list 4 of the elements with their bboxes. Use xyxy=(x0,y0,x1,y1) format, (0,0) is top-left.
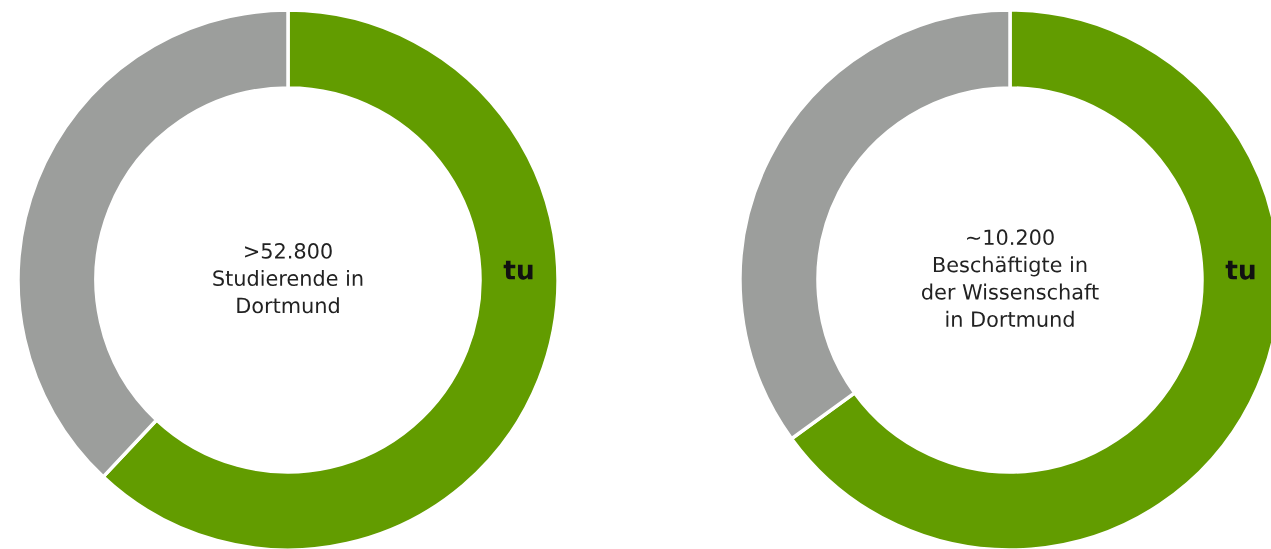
slice-label: tu xyxy=(503,260,533,280)
text: ~10.200 Beschäftigte in der Wissenschaft in Dortmund xyxy=(922,229,1099,327)
slice-label: tu xyxy=(1225,260,1255,280)
text: >52.800 Studierende in Dortmund xyxy=(213,243,363,314)
